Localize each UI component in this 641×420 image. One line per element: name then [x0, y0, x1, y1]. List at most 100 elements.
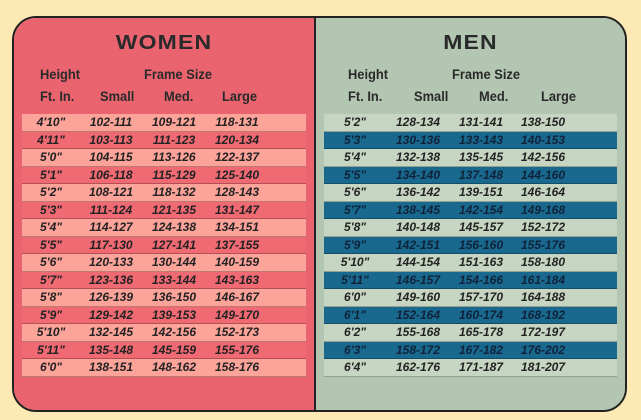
men-small-cell: 155-168: [395, 325, 441, 340]
men-table-row: 5'10" 144-154 151-163 158-180: [324, 254, 617, 272]
women-med-label: Med.: [164, 88, 194, 104]
women-table-row: 6'0" 138-151 148-162 158-176: [22, 359, 306, 377]
women-height-cell: 5'8": [40, 290, 62, 305]
men-large-cell: 172-197: [520, 325, 566, 340]
men-large-label: Large: [541, 88, 577, 104]
men-med-cell: 171-187: [458, 360, 504, 375]
women-table-row: 5'2" 108-121 118-132 128-143: [22, 184, 306, 202]
men-table-row: 6'0" 149-160 157-170 164-188: [324, 289, 617, 307]
men-small-cell: 134-140: [395, 167, 441, 182]
women-med-cell: 121-135: [151, 202, 197, 217]
men-table-row: 5'6" 136-142 139-151 146-164: [324, 184, 617, 202]
women-small-label: Small: [100, 88, 135, 104]
women-small-cell: 106-118: [89, 167, 133, 182]
men-height-cell: 5'8": [344, 220, 366, 235]
women-height-cell: 4'11": [37, 132, 65, 147]
women-small-cell: 108-121: [88, 185, 134, 200]
women-med-cell: 118-132: [152, 185, 196, 200]
men-med-cell: 151-163: [458, 255, 504, 270]
men-large-cell: 164-188: [520, 290, 566, 305]
men-table-row: 5'11" 146-157 154-166 161-184: [324, 271, 617, 289]
women-height-cell: 5'0": [40, 150, 62, 165]
women-large-cell: 118-131: [215, 115, 259, 130]
women-large-cell: 125-140: [214, 167, 260, 182]
women-small-cell: 138-151: [88, 360, 134, 375]
women-table-row: 5'7" 123-136 133-144 143-163: [22, 271, 306, 289]
men-height-cell: 5'3": [344, 132, 366, 147]
women-large-cell: 120-134: [214, 132, 260, 147]
women-height-label: Height: [40, 66, 81, 82]
men-med-cell: 160-174: [458, 307, 504, 322]
men-med-cell: 145-157: [458, 220, 504, 235]
women-large-cell: 143-163: [214, 272, 260, 287]
men-small-cell: 158-172: [395, 342, 441, 357]
men-height-cell: 5'2": [344, 115, 366, 130]
men-table-row: 5'9" 142-151 156-160 155-176: [324, 236, 617, 254]
men-large-cell: 152-172: [520, 220, 566, 235]
men-table-row: 6'3" 158-172 167-182 176-202: [324, 341, 617, 359]
men-small-cell: 162-176: [395, 360, 441, 375]
women-small-cell: 103-113: [89, 132, 133, 147]
men-height-cell: 5'7": [344, 202, 366, 217]
women-height-cell: 5'3": [40, 202, 62, 217]
women-small-cell: 114-127: [89, 220, 133, 235]
women-med-cell: 115-129: [152, 167, 196, 182]
women-table-row: 5'8" 126-139 136-150 146-167: [22, 289, 306, 307]
women-height-cell: 5'6": [40, 255, 62, 270]
women-height-cell: 5'10": [36, 325, 66, 340]
men-med-cell: 157-170: [458, 290, 504, 305]
women-small-cell: 132-145: [88, 325, 134, 340]
women-med-cell: 139-153: [151, 307, 197, 322]
men-height-cell: 5'11": [341, 272, 369, 287]
women-med-cell: 109-121: [151, 115, 197, 130]
height-weight-chart: WOMEN Height Ft. In. Frame Size Small Me…: [12, 16, 627, 412]
men-large-cell: 142-156: [520, 150, 566, 165]
men-table-row: 6'4" 162-176 171-187 181-207: [324, 359, 617, 377]
men-table-row: 5'4" 132-138 135-145 142-156: [324, 149, 617, 167]
women-large-label: Large: [222, 88, 258, 104]
men-table-row: 6'1" 152-164 160-174 168-192: [324, 306, 617, 324]
men-small-cell: 136-142: [395, 185, 441, 200]
women-table-row: 5'6" 120-133 130-144 140-159: [22, 254, 306, 272]
men-height-cell: 5'6": [344, 185, 366, 200]
men-large-cell: 155-176: [520, 237, 566, 252]
men-med-cell: 167-182: [458, 342, 504, 357]
women-med-cell: 145-159: [151, 342, 197, 357]
men-large-cell: 144-160: [520, 167, 566, 182]
men-height-cell: 6'3": [344, 342, 366, 357]
women-table-row: 5'5" 117-130 127-141 137-155: [22, 236, 306, 254]
women-small-cell: 102-111: [89, 115, 133, 130]
men-small-cell: 144-154: [395, 255, 441, 270]
women-table-row: 5'3" 111-124 121-135 131-147: [22, 201, 306, 219]
women-table-row: 5'0" 104-115 113-126 122-137: [22, 149, 306, 167]
men-height-label: Height: [348, 66, 389, 82]
women-height-cell: 5'4": [40, 220, 62, 235]
women-table-row: 5'10" 132-145 142-156 152-173: [22, 324, 306, 342]
women-large-cell: 131-147: [214, 202, 260, 217]
women-height-cell: 5'11": [37, 342, 65, 357]
men-rows: 5'2" 128-134 131-141 138-150 5'3" 130-136 133-…: [324, 114, 617, 377]
women-med-cell: 142-156: [151, 325, 197, 340]
women-large-cell: 146-167: [214, 290, 260, 305]
men-small-label: Small: [414, 88, 449, 104]
women-height-cell: 5'5": [40, 237, 62, 252]
men-med-cell: 154-166: [458, 272, 504, 287]
women-height-cell: 5'9": [40, 307, 62, 322]
men-small-cell: 130-136: [395, 132, 441, 147]
men-large-cell: 149-168: [520, 202, 566, 217]
men-large-cell: 140-153: [520, 132, 566, 147]
women-table-row: 4'10" 102-111 109-121 118-131: [22, 114, 306, 132]
men-med-cell: 156-160: [458, 237, 504, 252]
women-med-cell: 111-123: [152, 132, 196, 147]
women-large-cell: 155-176: [214, 342, 260, 357]
women-table-row: 5'4" 114-127 124-138 134-151: [22, 219, 306, 237]
women-height-cell: 5'1": [40, 167, 62, 182]
men-large-cell: 176-202: [520, 342, 566, 357]
women-small-cell: 135-148: [88, 342, 134, 357]
men-table-row: 5'3" 130-136 133-143 140-153: [324, 131, 617, 149]
men-small-cell: 142-151: [395, 237, 441, 252]
men-height-cell: 6'1": [344, 307, 366, 322]
women-med-cell: 130-144: [151, 255, 197, 270]
women-ftin-label: Ft. In.: [40, 88, 75, 104]
women-height-cell: 5'2": [40, 185, 62, 200]
